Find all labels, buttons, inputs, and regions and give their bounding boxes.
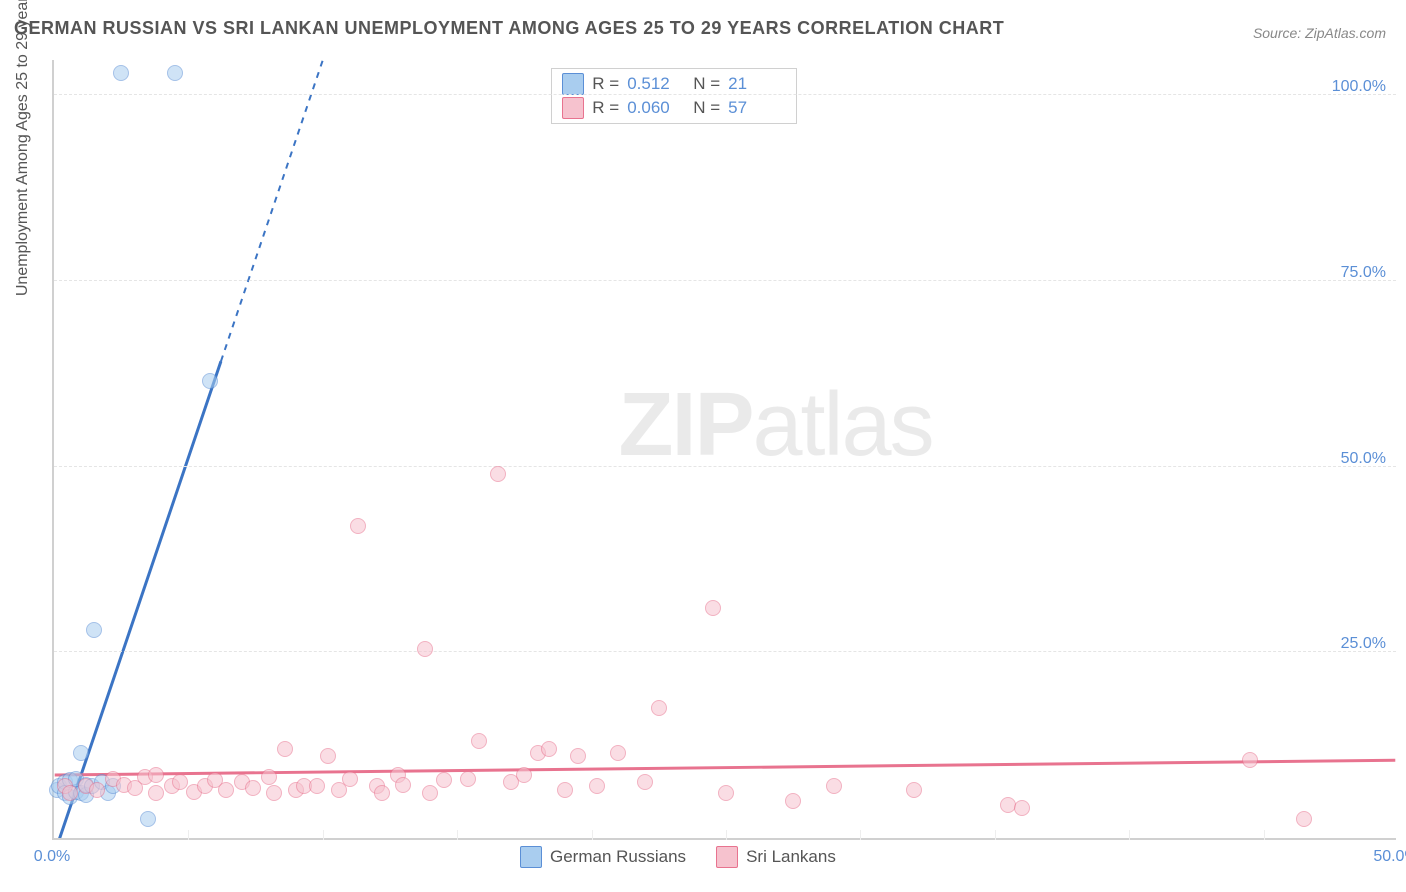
data-point-german_russians — [140, 811, 156, 827]
legend-corr-row-german_russians: R = 0.512 N = 21 — [562, 73, 786, 95]
x-tick-minor — [592, 830, 593, 840]
data-point-sri_lankans — [436, 772, 452, 788]
data-point-sri_lankans — [277, 741, 293, 757]
data-point-german_russians — [202, 373, 218, 389]
legend-swatch-icon — [716, 846, 738, 868]
legend-n-value: 21 — [728, 74, 786, 94]
data-point-sri_lankans — [826, 778, 842, 794]
watermark-light: atlas — [752, 375, 932, 475]
data-point-sri_lankans — [610, 745, 626, 761]
data-point-sri_lankans — [705, 600, 721, 616]
gridline-horizontal — [54, 280, 1396, 281]
data-point-sri_lankans — [350, 518, 366, 534]
data-point-sri_lankans — [395, 777, 411, 793]
legend-item-label: Sri Lankans — [746, 847, 836, 867]
data-point-sri_lankans — [785, 793, 801, 809]
trendlines-svg — [54, 60, 1396, 838]
watermark-text: ZIPatlas — [618, 374, 932, 477]
y-tick-label: 75.0% — [1341, 264, 1386, 282]
data-point-sri_lankans — [266, 785, 282, 801]
x-tick-label: 0.0% — [34, 848, 70, 866]
data-point-sri_lankans — [1014, 800, 1030, 816]
data-point-german_russians — [167, 65, 183, 81]
y-tick-label: 100.0% — [1332, 78, 1386, 96]
legend-r-value: 0.512 — [627, 74, 685, 94]
legend-n-label: N = — [693, 98, 720, 118]
data-point-sri_lankans — [718, 785, 734, 801]
x-tick-minor — [726, 830, 727, 840]
data-point-sri_lankans — [148, 767, 164, 783]
x-tick-minor — [995, 830, 996, 840]
data-point-sri_lankans — [309, 778, 325, 794]
data-point-sri_lankans — [245, 780, 261, 796]
gridline-horizontal — [54, 651, 1396, 652]
chart-title: GERMAN RUSSIAN VS SRI LANKAN UNEMPLOYMEN… — [14, 18, 1004, 39]
legend-item-sri_lankans: Sri Lankans — [716, 846, 836, 868]
y-tick-label: 50.0% — [1341, 450, 1386, 468]
legend-swatch-icon — [562, 73, 584, 95]
x-tick-minor — [457, 830, 458, 840]
data-point-sri_lankans — [1242, 752, 1258, 768]
data-point-sri_lankans — [62, 785, 78, 801]
data-point-sri_lankans — [374, 785, 390, 801]
data-point-sri_lankans — [1296, 811, 1312, 827]
data-point-sri_lankans — [570, 748, 586, 764]
x-tick-label: 50.0% — [1373, 848, 1406, 866]
legend-r-label: R = — [592, 74, 619, 94]
source-attribution: Source: ZipAtlas.com — [1253, 25, 1386, 41]
legend-corr-row-sri_lankans: R = 0.060 N = 57 — [562, 97, 786, 119]
legend-swatch-icon — [562, 97, 584, 119]
data-point-german_russians — [86, 622, 102, 638]
data-point-sri_lankans — [261, 769, 277, 785]
data-point-sri_lankans — [89, 782, 105, 798]
x-tick-minor — [860, 830, 861, 840]
y-tick-label: 25.0% — [1341, 635, 1386, 653]
data-point-sri_lankans — [460, 771, 476, 787]
data-point-sri_lankans — [516, 767, 532, 783]
data-point-sri_lankans — [422, 785, 438, 801]
legend-n-value: 57 — [728, 98, 786, 118]
correlation-legend: R = 0.512 N = 21 R = 0.060 N = 57 — [551, 68, 797, 124]
y-axis-label: Unemployment Among Ages 25 to 29 years — [14, 0, 32, 296]
legend-swatch-icon — [520, 846, 542, 868]
legend-r-label: R = — [592, 98, 619, 118]
x-tick-minor — [1129, 830, 1130, 840]
legend-item-german_russians: German Russians — [520, 846, 686, 868]
data-point-sri_lankans — [589, 778, 605, 794]
gridline-horizontal — [54, 94, 1396, 95]
data-point-sri_lankans — [651, 700, 667, 716]
data-point-sri_lankans — [342, 771, 358, 787]
data-point-sri_lankans — [541, 741, 557, 757]
legend-n-label: N = — [693, 74, 720, 94]
data-point-sri_lankans — [471, 733, 487, 749]
data-point-sri_lankans — [637, 774, 653, 790]
data-point-sri_lankans — [320, 748, 336, 764]
scatter-plot-area: ZIPatlas R = 0.512 N = 21 R = 0.060 N = 57 25.0… — [52, 60, 1396, 840]
data-point-sri_lankans — [490, 466, 506, 482]
data-point-sri_lankans — [906, 782, 922, 798]
gridline-horizontal — [54, 466, 1396, 467]
x-tick-minor — [1264, 830, 1265, 840]
data-point-german_russians — [73, 745, 89, 761]
data-point-sri_lankans — [557, 782, 573, 798]
legend-item-label: German Russians — [550, 847, 686, 867]
watermark-bold: ZIP — [618, 375, 752, 475]
data-point-sri_lankans — [148, 785, 164, 801]
data-point-german_russians — [113, 65, 129, 81]
x-tick-minor — [188, 830, 189, 840]
legend-r-value: 0.060 — [627, 98, 685, 118]
data-point-sri_lankans — [218, 782, 234, 798]
series-legend: German Russians Sri Lankans — [520, 846, 836, 868]
data-point-sri_lankans — [417, 641, 433, 657]
x-tick-minor — [323, 830, 324, 840]
